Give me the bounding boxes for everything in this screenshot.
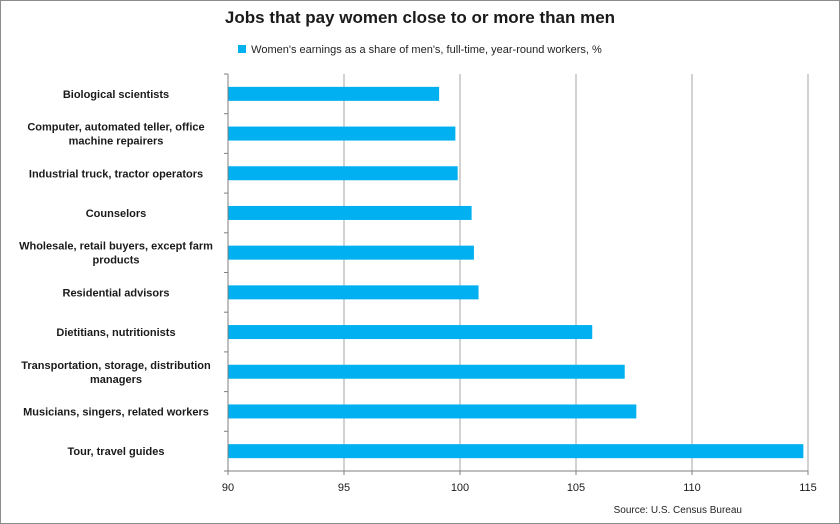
category-label-line: managers — [90, 374, 142, 386]
category-label: Residential advisors — [63, 287, 170, 299]
source-note: Source: U.S. Census Bureau — [613, 505, 742, 516]
category-label-line: Industrial truck, tractor operators — [29, 168, 203, 180]
bar — [228, 166, 458, 181]
x-tick-label: 90 — [222, 482, 234, 494]
category-label: Wholesale, retail buyers, except farm pro… — [19, 241, 213, 267]
bar — [228, 325, 593, 340]
category-label-line: Transportation, storage, distribution — [21, 360, 211, 372]
legend-label: Women's earnings as a share of men's, fu… — [251, 44, 602, 56]
category-label-line: Biological scientists — [63, 89, 169, 101]
bar — [228, 404, 637, 419]
category-label-line: Musicians, singers, related workers — [23, 406, 209, 418]
category-label-line: machine repairers — [69, 136, 164, 148]
bar — [228, 444, 804, 459]
x-tick-label: 95 — [338, 482, 350, 494]
category-label: Counselors — [86, 208, 147, 220]
category-label-line: Computer, automated teller, office — [27, 122, 204, 134]
category-label-line: Dietitians, nutritionists — [56, 327, 175, 339]
bar — [228, 245, 474, 260]
category-label-line: Counselors — [86, 208, 147, 220]
x-tick-label: 115 — [799, 482, 817, 494]
category-label: Industrial truck, tractor operators — [29, 168, 203, 180]
category-label-line: Residential advisors — [63, 287, 170, 299]
category-label: Musicians, singers, related workers — [23, 406, 209, 418]
category-label-line: Wholesale, retail buyers, except farm — [19, 241, 213, 253]
bar — [228, 126, 456, 141]
category-label-line: Tour, travel guides — [68, 446, 165, 458]
bar — [228, 285, 479, 300]
x-tick-label: 105 — [567, 482, 585, 494]
legend: Women's earnings as a share of men's, fu… — [0, 44, 840, 56]
category-label: Dietitians, nutritionists — [56, 327, 175, 339]
bar — [228, 205, 472, 220]
category-label-line: products — [92, 255, 139, 267]
x-tick-label: 110 — [683, 482, 701, 494]
legend-swatch — [238, 45, 247, 53]
chart-title: Jobs that pay women close to or more tha… — [224, 8, 616, 27]
category-label: Biological scientists — [63, 89, 169, 101]
bar — [228, 86, 440, 101]
x-tick-label: 100 — [451, 482, 469, 494]
category-label: Transportation, storage, distribution man… — [21, 360, 211, 386]
category-label: Tour, travel guides — [68, 446, 165, 458]
bar — [228, 364, 625, 379]
category-label: Computer, automated teller, office machin… — [27, 122, 204, 148]
